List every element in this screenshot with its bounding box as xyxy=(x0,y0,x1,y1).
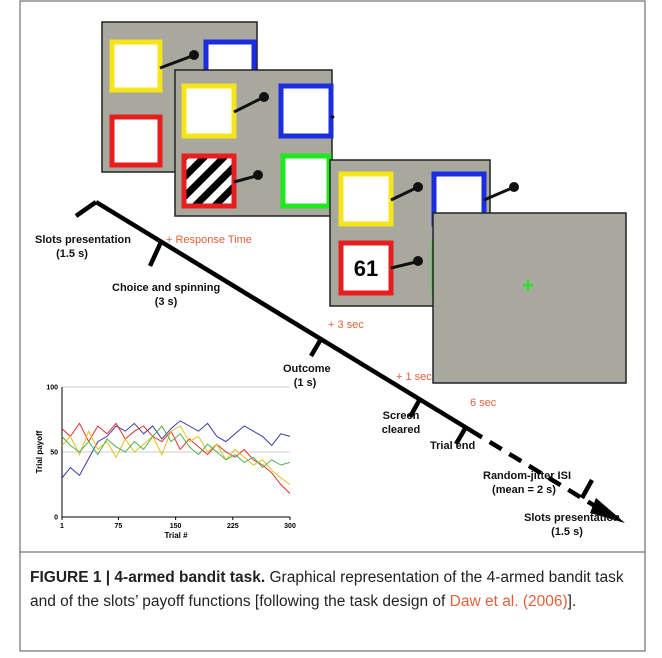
offset-label: + Response Time xyxy=(166,234,252,246)
event-label: Slots presentation xyxy=(524,512,620,524)
event-label: (1 s) xyxy=(294,377,317,389)
event-label: Screen xyxy=(383,410,420,422)
y-tick-label: 0 xyxy=(54,515,58,522)
event-label: (1.5 s) xyxy=(56,248,88,260)
caption-end: ]. xyxy=(568,593,577,610)
x-tick-label: 150 xyxy=(170,523,182,530)
figure: 61 + Slots presentation (1.5 s) Choice a… xyxy=(0,0,662,658)
offset-label: 6 sec xyxy=(470,397,497,409)
figure-page: 61 + Slots presentation (1.5 s) Choice a… xyxy=(0,0,662,658)
screen-2 xyxy=(175,70,334,216)
y-tick-label: 50 xyxy=(50,450,58,457)
x-tick-label: 300 xyxy=(284,523,296,530)
caption: FIGURE 1 | 4-armed bandit task. Graphica… xyxy=(30,566,630,614)
caption-label: FIGURE 1 | 4-armed bandit task. xyxy=(30,569,265,586)
screen-4: + xyxy=(433,213,626,383)
x-tick-label: 75 xyxy=(115,523,123,530)
offset-label: + 3 sec xyxy=(328,319,364,331)
event-label: Outcome xyxy=(283,363,331,375)
y-tick-label: 100 xyxy=(46,385,58,392)
citation[interactable]: Daw et al. (2006) xyxy=(450,593,568,610)
y-axis-title: Trial payoff xyxy=(35,430,44,473)
event-label: (mean = 2 s) xyxy=(492,484,556,496)
event-label: cleared xyxy=(382,424,421,436)
offset-label: + 1 sec xyxy=(396,371,432,383)
event-label: Choice and spinning xyxy=(112,282,220,294)
x-tick-label: 225 xyxy=(227,523,239,530)
outcome-number: 61 xyxy=(354,256,378,281)
x-axis-title: Trial # xyxy=(164,531,188,540)
payoff-chart: 0 50 100 1 75 150 225 300 Trial # Trial payoff xyxy=(35,385,296,541)
event-label: Random-jitter ISI xyxy=(483,470,571,482)
x-tick-label: 1 xyxy=(60,523,64,530)
event-label: (3 s) xyxy=(155,296,178,308)
fixation-cross: + xyxy=(522,275,534,297)
event-label: (1.5 s) xyxy=(551,526,583,538)
event-label: Slots presentation xyxy=(35,234,131,246)
event-label: Trial end xyxy=(430,440,475,452)
